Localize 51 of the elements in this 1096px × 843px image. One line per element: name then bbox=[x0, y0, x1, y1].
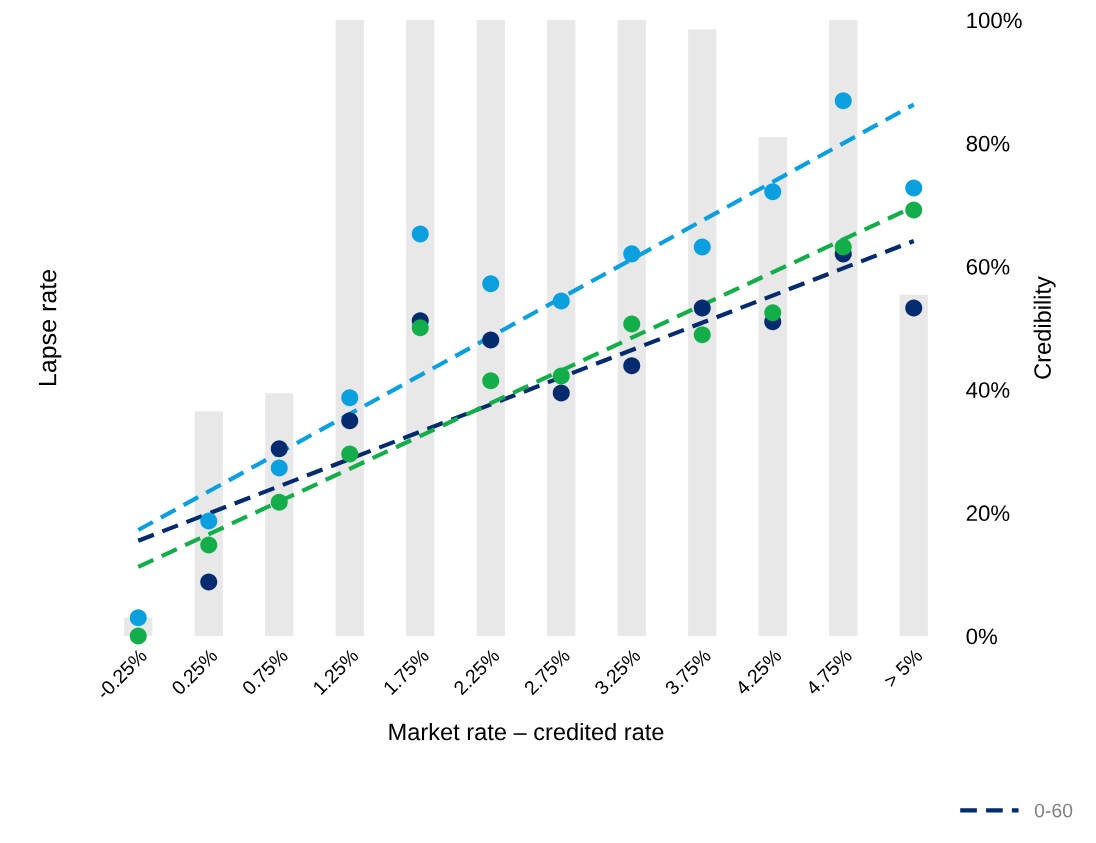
y2-tick-label: 0% bbox=[966, 628, 997, 645]
point bbox=[482, 275, 500, 293]
point bbox=[129, 627, 147, 645]
x-axis-title: Market rate – credited rate bbox=[389, 722, 664, 741]
point bbox=[552, 367, 570, 385]
point bbox=[552, 292, 570, 310]
bar bbox=[688, 29, 717, 636]
point bbox=[905, 201, 923, 219]
point bbox=[905, 179, 923, 197]
point bbox=[270, 440, 288, 458]
point bbox=[482, 372, 500, 390]
point bbox=[341, 412, 359, 430]
point bbox=[693, 299, 711, 317]
point bbox=[905, 299, 923, 317]
y2-axis-title: Credibility bbox=[1033, 276, 1056, 379]
point bbox=[834, 92, 852, 110]
point bbox=[764, 304, 782, 322]
y2-tick-label: 40% bbox=[966, 382, 1010, 398]
legend-label: 0-60 bbox=[1034, 803, 1073, 818]
point bbox=[341, 389, 359, 407]
bar bbox=[406, 20, 435, 636]
y2-tick-label: 20% bbox=[966, 505, 1010, 522]
y2-tick-label: 60% bbox=[966, 258, 1010, 275]
bar bbox=[476, 20, 505, 636]
point bbox=[411, 225, 429, 243]
y2-tick-label: 100% bbox=[967, 12, 1022, 29]
point bbox=[693, 326, 711, 344]
y-axis-title: Lapse rate bbox=[38, 270, 62, 386]
bar bbox=[547, 20, 576, 636]
bar bbox=[758, 137, 787, 636]
bar bbox=[829, 20, 858, 636]
point bbox=[623, 357, 641, 375]
point bbox=[623, 245, 641, 263]
point bbox=[693, 238, 711, 256]
point bbox=[623, 315, 641, 333]
point bbox=[482, 331, 500, 349]
point bbox=[200, 573, 218, 591]
point bbox=[200, 512, 218, 530]
point bbox=[552, 384, 570, 402]
bar bbox=[899, 294, 928, 636]
point bbox=[764, 183, 782, 201]
bar bbox=[335, 20, 364, 636]
point bbox=[270, 459, 288, 477]
point bbox=[200, 536, 218, 554]
point bbox=[834, 238, 852, 256]
y2-tick-label: 80% bbox=[966, 135, 1010, 152]
point bbox=[341, 445, 359, 463]
point bbox=[411, 319, 429, 337]
point bbox=[270, 493, 288, 511]
bar bbox=[617, 20, 646, 636]
x-tick-label: > 5% bbox=[883, 648, 924, 689]
